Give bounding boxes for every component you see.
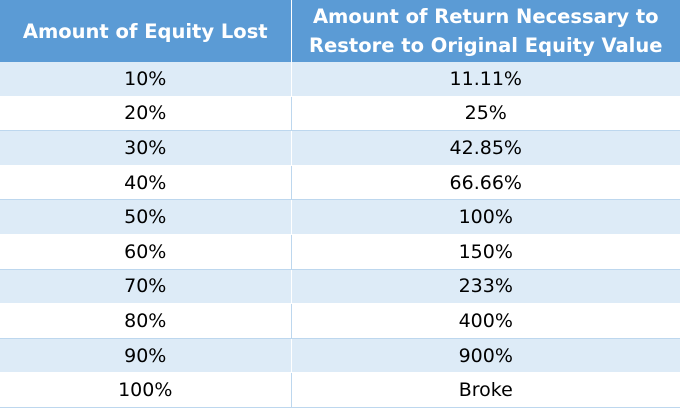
cell-return-necessary: 42.85%	[291, 130, 680, 166]
table-body: 10% 11.11% 20% 25% 30% 42.85% 40% 66.66%…	[0, 62, 680, 408]
cell-equity-lost: 70%	[0, 269, 292, 305]
cell-return-necessary: Broke	[291, 372, 680, 408]
table-row: 40% 66.66%	[0, 165, 680, 201]
cell-equity-lost: 90%	[0, 338, 292, 374]
table-row: 60% 150%	[0, 234, 680, 270]
table-row: 30% 42.85%	[0, 130, 680, 166]
table-row: 100% Broke	[0, 372, 680, 408]
table-header: Amount of Equity Lost Amount of Return N…	[0, 0, 680, 62]
cell-equity-lost: 60%	[0, 234, 292, 270]
table-row: 90% 900%	[0, 338, 680, 374]
header-return-line-2: Restore to Original Equity Value	[309, 34, 663, 57]
cell-equity-lost: 100%	[0, 372, 292, 408]
header-row: Amount of Equity Lost Amount of Return N…	[0, 0, 680, 62]
cell-return-necessary: 150%	[291, 234, 680, 270]
cell-return-necessary: 100%	[291, 199, 680, 235]
header-return-line-1: Amount of Return Necessary to	[312, 5, 659, 28]
cell-return-necessary: 233%	[291, 269, 680, 305]
cell-equity-lost: 10%	[0, 62, 292, 97]
cell-return-necessary: 25%	[291, 96, 680, 132]
cell-equity-lost: 30%	[0, 130, 292, 166]
cell-return-necessary: 11.11%	[291, 62, 680, 97]
cell-equity-lost: 50%	[0, 199, 292, 235]
table-row: 10% 11.11%	[0, 62, 680, 97]
table-row: 70% 233%	[0, 269, 680, 305]
header-return-necessary: Amount of Return Necessary to Restore to…	[291, 0, 680, 62]
table-row: 50% 100%	[0, 199, 680, 235]
cell-return-necessary: 900%	[291, 338, 680, 374]
cell-equity-lost: 20%	[0, 96, 292, 132]
cell-return-necessary: 66.66%	[291, 165, 680, 201]
cell-equity-lost: 40%	[0, 165, 292, 201]
header-equity-lost: Amount of Equity Lost	[0, 0, 292, 62]
table-row: 80% 400%	[0, 303, 680, 339]
cell-equity-lost: 80%	[0, 303, 292, 339]
cell-return-necessary: 400%	[291, 303, 680, 339]
table-row: 20% 25%	[0, 96, 680, 132]
